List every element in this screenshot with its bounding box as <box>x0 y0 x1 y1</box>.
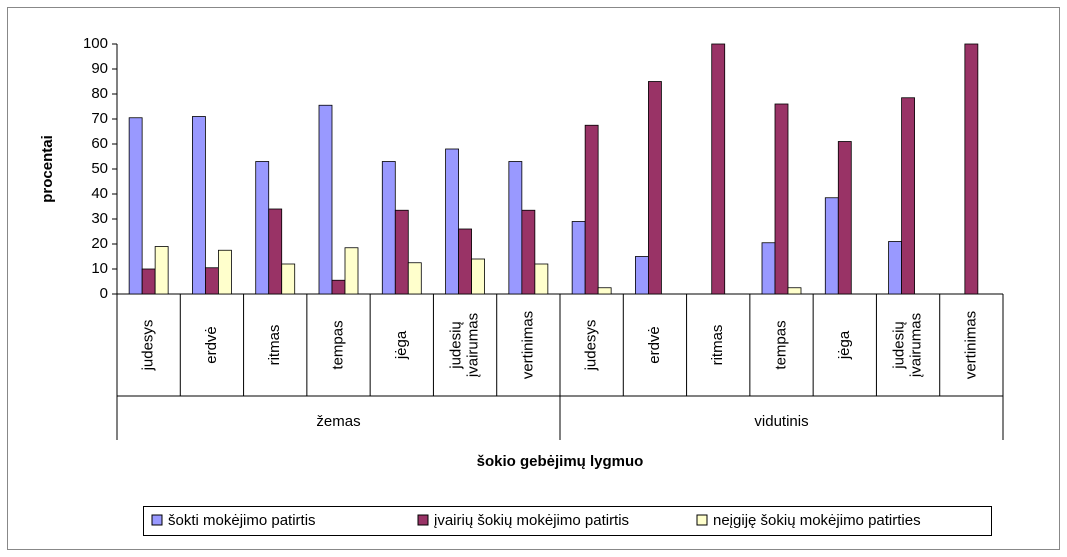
bar <box>318 104 333 295</box>
bar <box>281 263 296 295</box>
legend-swatch <box>417 514 429 526</box>
x-tick-label-line: judesys <box>583 320 600 372</box>
bar <box>381 161 396 295</box>
bar <box>344 247 359 295</box>
legend-label: įvairių šokių mokėjimo patirtis <box>434 512 629 529</box>
bar <box>584 124 599 295</box>
x-tick-label: tempas <box>329 320 346 369</box>
group-label: žemas <box>316 413 360 430</box>
x-tick-label: judesiųįvairumas <box>448 313 482 377</box>
x-tick-label: ritmas <box>266 325 283 366</box>
y-tick-label: 30 <box>91 210 108 227</box>
x-tick-label-line: judesys <box>140 320 157 372</box>
y-tick-label: 80 <box>91 85 108 102</box>
x-tick-label-line: tempas <box>772 320 789 369</box>
x-tick-label-line: tempas <box>329 320 346 369</box>
bar <box>331 279 346 295</box>
x-tick-label-line: vertinimas <box>962 311 979 379</box>
bar <box>635 256 649 295</box>
x-tick-label-line: erdvė <box>646 326 663 364</box>
bar <box>218 249 232 295</box>
bar <box>534 263 549 295</box>
bar <box>761 242 776 295</box>
bar <box>458 228 472 295</box>
x-tick-label: judesys <box>140 320 157 372</box>
y-tick-label: 20 <box>91 235 108 252</box>
bar <box>154 246 169 295</box>
bar <box>508 161 523 295</box>
bar <box>787 287 802 295</box>
y-tick-label: 70 <box>91 110 108 127</box>
x-tick-label: erdvė <box>203 326 220 364</box>
bar <box>192 116 206 295</box>
bar <box>407 262 422 295</box>
group-label: vidutinis <box>754 413 808 430</box>
y-tick-label: 50 <box>91 160 108 177</box>
bar <box>394 209 409 295</box>
bar <box>205 267 219 295</box>
x-tick-label-line: ritmas <box>709 325 726 366</box>
x-tick-label: vertinimas <box>962 311 979 379</box>
bar <box>597 287 612 295</box>
bar <box>471 258 485 295</box>
y-tick-label: 90 <box>91 60 108 77</box>
x-axis-title: šokio gebėjimų lygmuo <box>477 453 644 470</box>
x-tick-label-line: jėga <box>836 330 853 360</box>
bar <box>901 97 915 295</box>
bar <box>648 81 662 295</box>
x-tick-label: tempas <box>772 320 789 369</box>
x-tick-label: ritmas <box>709 325 726 366</box>
x-tick-label: vertinimas <box>519 311 536 379</box>
x-tick-label-line: judesių <box>448 321 465 370</box>
bar <box>571 221 586 295</box>
bar <box>268 208 283 295</box>
y-axis-title: procentai <box>39 135 56 203</box>
bar <box>255 161 270 295</box>
bar <box>141 268 156 295</box>
x-tick-label: jėga <box>393 330 410 360</box>
bar <box>824 197 839 295</box>
x-tick-label-line: vertinimas <box>519 311 536 379</box>
x-tick-label-line: jėga <box>393 330 410 360</box>
x-tick-label-line: erdvė <box>203 326 220 364</box>
x-tick-label: erdvė <box>646 326 663 364</box>
y-tick-label: 40 <box>91 185 108 202</box>
legend-box <box>143 506 992 536</box>
x-tick-label-line: įvairumas <box>465 313 482 377</box>
y-tick-label: 10 <box>91 260 108 277</box>
legend-label: šokti mokėjimo patirtis <box>168 512 316 529</box>
legend-swatch <box>151 514 163 526</box>
x-tick-label: judesiųįvairumas <box>891 313 925 377</box>
bar <box>964 43 979 295</box>
y-tick-label: 100 <box>83 35 108 52</box>
y-tick-label: 0 <box>100 285 108 302</box>
x-tick-label: judesys <box>583 320 600 372</box>
y-tick-label: 60 <box>91 135 108 152</box>
bar <box>711 43 726 295</box>
legend-label: neįgiję šokių mokėjimo patirties <box>713 512 921 529</box>
x-tick-label: jėga <box>836 330 853 360</box>
bar <box>521 209 536 295</box>
bar <box>888 241 902 295</box>
bar <box>837 141 852 295</box>
x-tick-label-line: judesių <box>891 321 908 370</box>
bar <box>774 103 789 295</box>
x-tick-label-line: įvairumas <box>908 313 925 377</box>
bar <box>445 148 459 295</box>
bar <box>128 117 143 295</box>
legend-swatch <box>696 514 708 526</box>
x-tick-label-line: ritmas <box>266 325 283 366</box>
